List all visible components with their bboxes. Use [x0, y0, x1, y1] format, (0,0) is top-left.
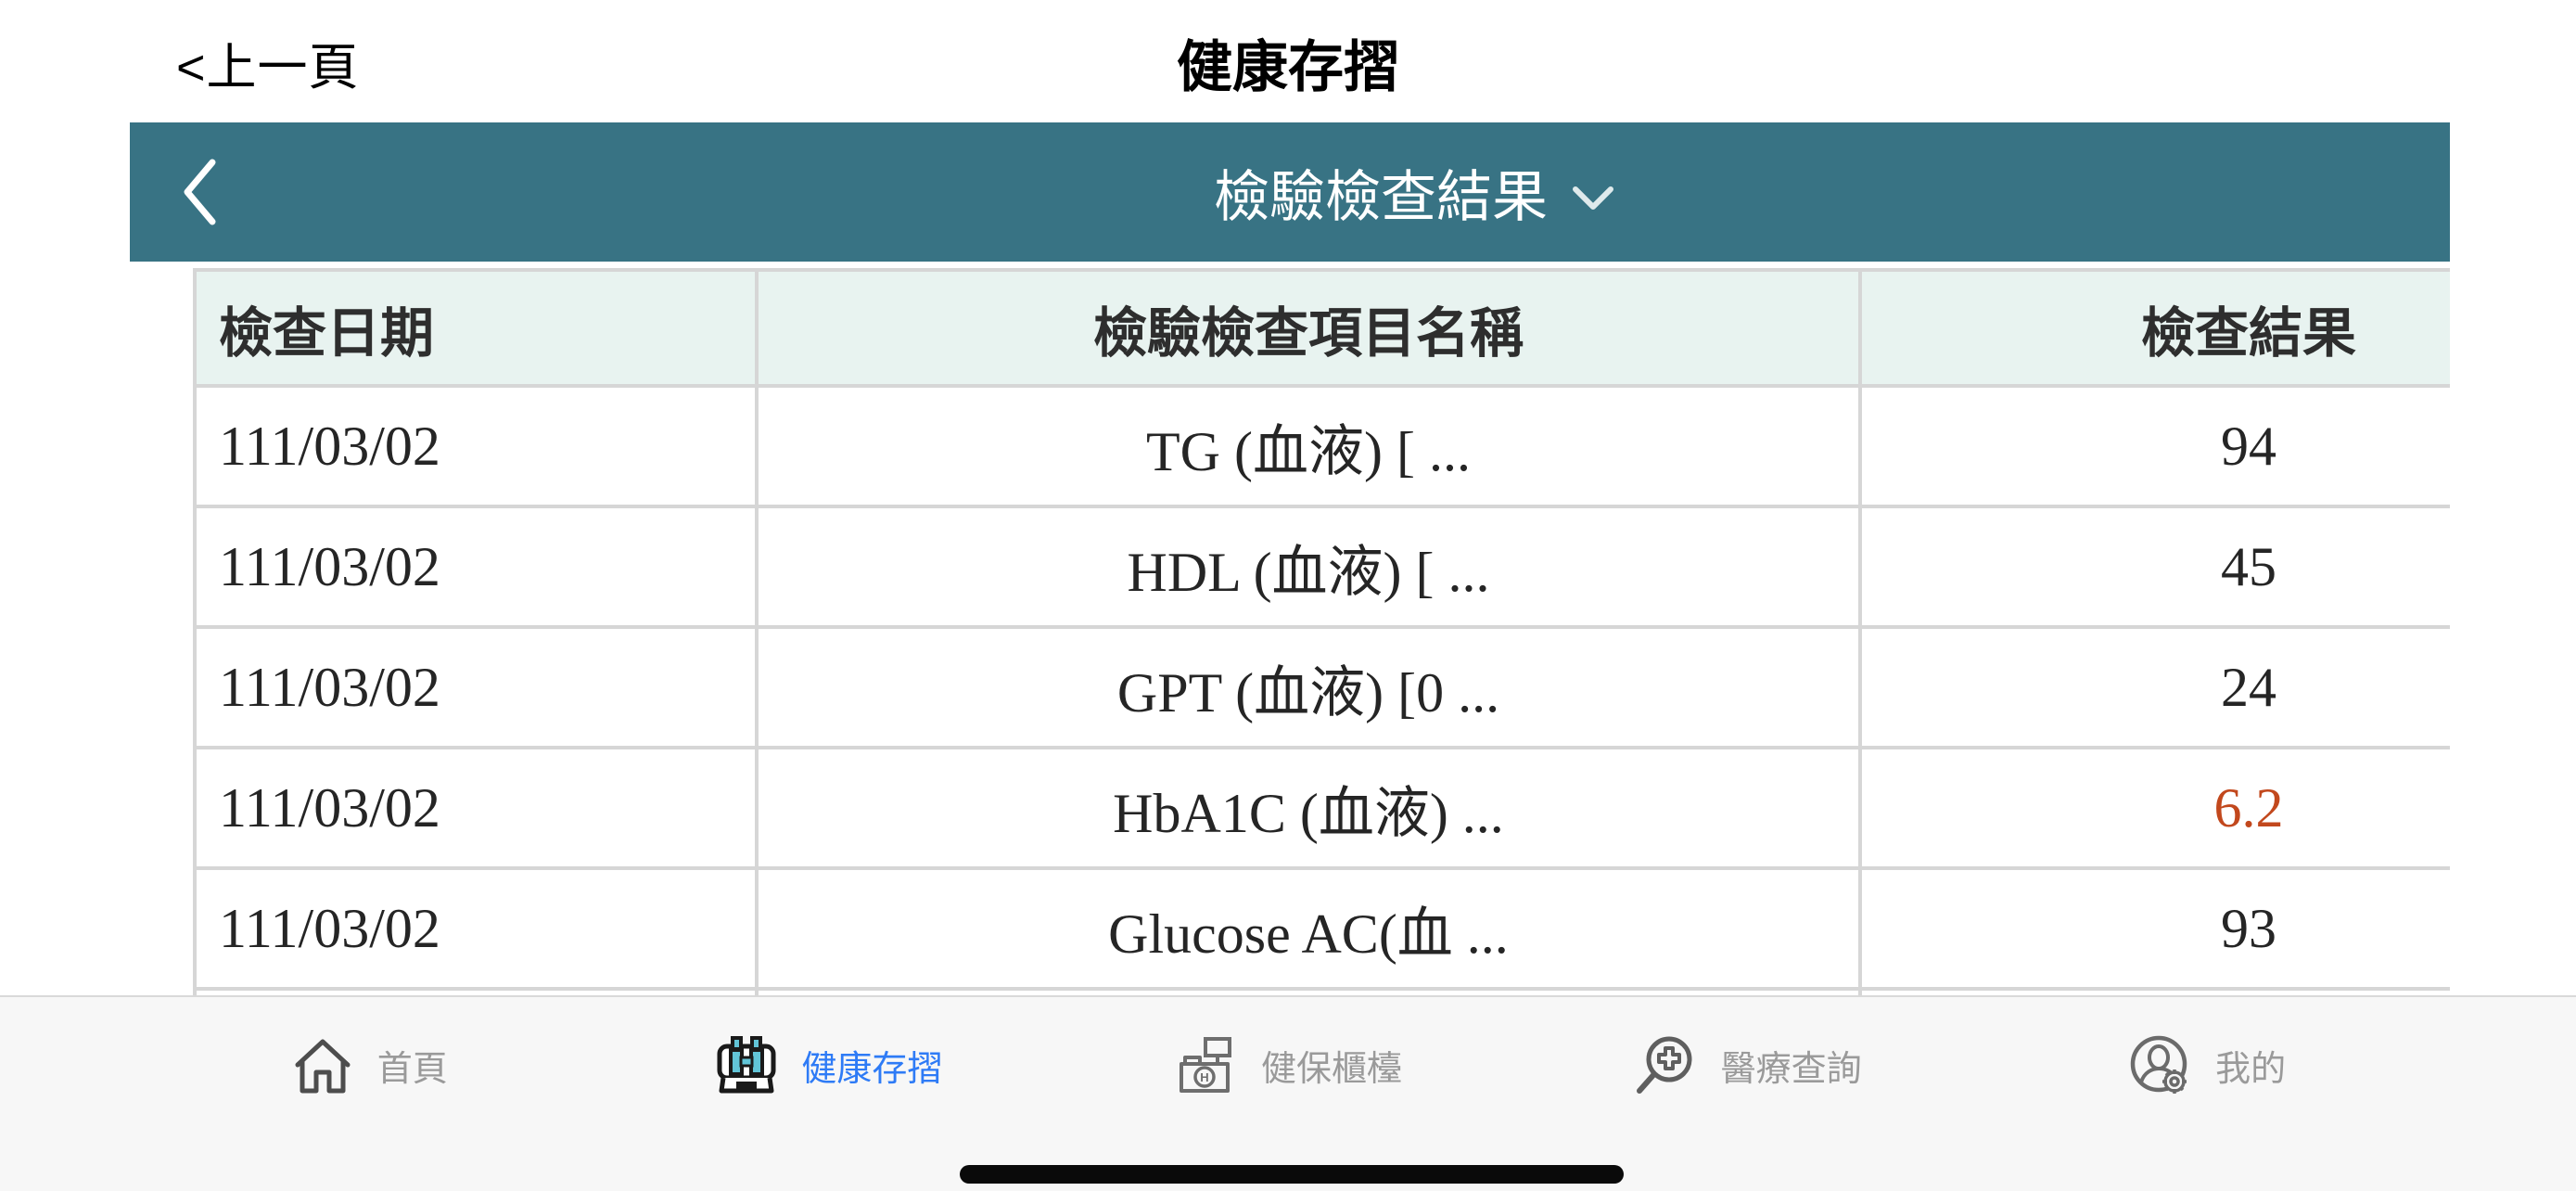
result-value-cell — [1858, 987, 2450, 995]
back-to-previous-link[interactable]: <上一頁 — [176, 40, 360, 96]
column-header-result: 檢查結果 — [1858, 268, 2450, 388]
home-icon — [295, 1039, 351, 1093]
tab-label: 我的 — [2215, 1050, 2287, 1089]
bottom-tab-bar: 首頁 健康存摺 H 健保櫃 — [0, 995, 2576, 1191]
tab-label: 醫療查詢 — [1720, 1050, 1862, 1089]
tab-medical-search[interactable]: 醫療查詢 — [1518, 997, 1978, 1191]
exam-date-cell: 111/03/02 — [193, 505, 759, 629]
table-row: 111/03/02 HDL (血液) [ ... 45 — [193, 505, 2450, 629]
exam-date-cell — [193, 987, 759, 995]
result-value-cell: 45 — [1858, 505, 2450, 629]
test-item-link[interactable]: HbA1C (血液) ... — [755, 746, 1862, 870]
tab-label: 健康存摺 — [801, 1050, 943, 1089]
result-value-cell: 94 — [1858, 384, 2450, 508]
results-scroll-area[interactable]: 檢查日期 檢驗檢查項目名稱 檢查結果 111/03/02 TG (血液) [ ..… — [130, 262, 2450, 995]
exam-date-cell: 111/03/02 — [193, 384, 759, 508]
chevron-down-icon — [1573, 186, 1613, 210]
test-item-link[interactable]: HDL (血液) [ ... — [755, 505, 1862, 629]
tab-label: 首頁 — [376, 1050, 448, 1089]
tab-health-passbook[interactable]: 健康存摺 — [599, 997, 1059, 1191]
section-title: 檢驗檢查結果 — [1214, 165, 1548, 228]
svg-text:H: H — [1200, 1070, 1208, 1084]
result-value-cell: 93 — [1858, 866, 2450, 991]
back-chevron-icon[interactable] — [182, 159, 217, 225]
health-passbook-icon — [717, 1035, 776, 1093]
results-content: 檢查日期 檢驗檢查項目名稱 檢查結果 111/03/02 TG (血液) [ ..… — [130, 262, 2450, 995]
profile-gear-icon — [2130, 1035, 2187, 1094]
tab-home[interactable]: 首頁 — [139, 997, 599, 1191]
exam-date-cell: 111/03/02 — [193, 625, 759, 749]
column-header-name: 檢驗檢查項目名稱 — [755, 268, 1862, 388]
home-indicator[interactable] — [960, 1165, 1624, 1184]
tab-label: 健保櫃檯 — [1260, 1050, 1402, 1089]
page-title: 健康存摺 — [1177, 36, 1399, 98]
table-row: 111/03/02 Glucose AC(血 ... 93 — [193, 866, 2450, 991]
test-item-link[interactable]: GPT (血液) [0 ... — [755, 625, 1862, 749]
native-top-bar: <上一頁 健康存摺 — [0, 0, 2576, 122]
section-title-dropdown[interactable]: 檢驗檢查結果 — [1214, 122, 1614, 262]
table-row — [193, 987, 2450, 995]
table-row: 111/03/02 HbA1C (血液) ... 6.2 — [193, 746, 2450, 870]
webview-header: 檢驗檢查結果 — [130, 122, 2450, 262]
test-item-link[interactable] — [755, 987, 1862, 995]
exam-date-cell: 111/03/02 — [193, 746, 759, 870]
tab-nhi-counter[interactable]: H 健保櫃檯 — [1058, 997, 1518, 1191]
table-row: 111/03/02 TG (血液) [ ... 94 — [193, 384, 2450, 508]
table-row: 111/03/02 GPT (血液) [0 ... 24 — [193, 625, 2450, 749]
tab-profile[interactable]: 我的 — [1977, 997, 2437, 1191]
test-item-link[interactable]: Glucose AC(血 ... — [755, 866, 1862, 991]
column-header-date: 檢查日期 — [193, 268, 759, 388]
lab-results-table: 檢查日期 檢驗檢查項目名稱 檢查結果 111/03/02 TG (血液) [ ..… — [193, 268, 2450, 995]
result-value-cell: 6.2 — [1858, 746, 2450, 870]
result-value-cell: 24 — [1858, 625, 2450, 749]
test-item-link[interactable]: TG (血液) [ ... — [755, 384, 1862, 508]
exam-date-cell: 111/03/02 — [193, 866, 759, 991]
table-header-row: 檢查日期 檢驗檢查項目名稱 檢查結果 — [193, 268, 2450, 388]
medical-search-icon — [1636, 1036, 1692, 1094]
nhi-counter-icon: H — [1179, 1036, 1231, 1093]
